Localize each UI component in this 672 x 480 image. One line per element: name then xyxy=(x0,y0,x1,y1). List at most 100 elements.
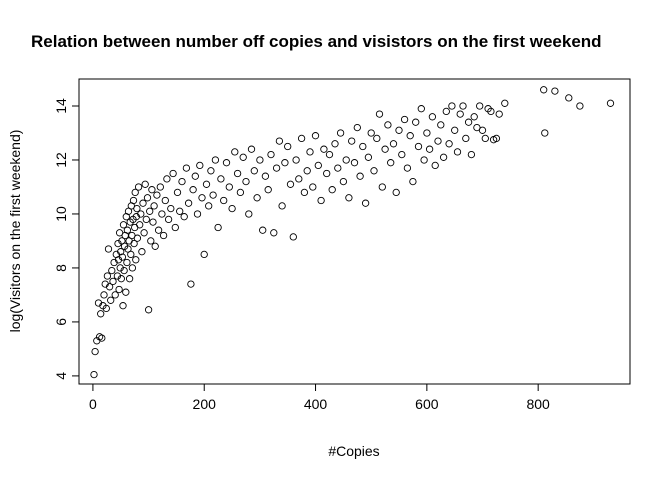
data-point xyxy=(161,196,169,205)
data-point xyxy=(125,275,134,283)
data-point xyxy=(118,253,127,261)
data-point xyxy=(551,87,559,95)
y-tick-label: 14 xyxy=(53,98,69,114)
data-point xyxy=(150,202,158,210)
data-point xyxy=(108,266,116,275)
data-point xyxy=(139,199,147,207)
data-point xyxy=(98,334,106,342)
x-tick-label: 0 xyxy=(89,396,97,412)
data-point xyxy=(303,167,311,175)
data-point xyxy=(100,291,108,299)
data-point xyxy=(182,164,191,172)
data-point xyxy=(311,132,320,140)
data-point xyxy=(356,172,364,180)
data-point xyxy=(292,156,300,164)
data-point xyxy=(196,161,204,170)
x-tick-label: 200 xyxy=(193,396,217,412)
data-point xyxy=(140,229,148,237)
data-point xyxy=(462,134,470,143)
data-point xyxy=(420,156,428,164)
y-tick-label: 4 xyxy=(53,372,69,380)
data-point xyxy=(378,183,386,191)
data-point xyxy=(256,156,264,164)
data-point xyxy=(236,188,245,197)
data-point xyxy=(417,105,425,113)
data-point xyxy=(270,229,278,237)
data-point xyxy=(392,188,400,197)
data-point xyxy=(409,177,417,186)
data-point xyxy=(217,175,225,183)
data-point xyxy=(127,250,135,259)
x-tick-label: 400 xyxy=(304,396,328,412)
data-point xyxy=(428,113,437,121)
data-point xyxy=(122,288,130,296)
data-point xyxy=(487,107,495,116)
data-point xyxy=(442,107,450,116)
data-point xyxy=(180,213,188,221)
data-point xyxy=(189,186,197,194)
data-point xyxy=(200,250,208,259)
data-point xyxy=(336,129,345,137)
data-point xyxy=(259,226,267,234)
data-point xyxy=(381,145,389,153)
data-point xyxy=(143,194,152,202)
data-point xyxy=(115,285,123,294)
data-point xyxy=(148,186,156,194)
data-point xyxy=(154,226,163,234)
y-tick-label: 6 xyxy=(53,318,69,326)
data-point xyxy=(309,183,317,191)
data-point xyxy=(119,302,127,310)
data-point xyxy=(187,280,195,288)
data-point xyxy=(540,86,548,94)
data-point xyxy=(158,210,166,218)
data-points xyxy=(90,86,615,379)
data-point xyxy=(141,180,149,188)
data-point xyxy=(137,210,145,218)
data-point xyxy=(495,110,503,118)
data-point xyxy=(128,264,137,272)
data-point xyxy=(373,134,381,143)
data-point xyxy=(445,140,453,148)
data-point xyxy=(144,306,153,314)
data-point xyxy=(231,148,239,156)
data-point xyxy=(314,161,322,170)
data-point xyxy=(541,129,549,137)
data-point xyxy=(103,272,112,280)
data-point xyxy=(171,223,179,232)
data-point xyxy=(323,169,331,178)
data-point xyxy=(451,126,459,134)
data-point xyxy=(306,148,314,156)
data-point xyxy=(320,145,328,153)
data-point xyxy=(167,204,175,213)
data-point xyxy=(176,207,184,215)
data-point xyxy=(245,210,253,218)
data-point xyxy=(198,194,206,202)
data-point xyxy=(134,183,143,191)
data-point xyxy=(153,191,161,199)
data-point xyxy=(278,202,286,210)
data-point xyxy=(107,296,115,304)
data-point xyxy=(193,210,202,218)
data-point xyxy=(295,175,303,183)
data-point xyxy=(353,123,361,132)
y-tick-label: 8 xyxy=(53,264,69,272)
data-point xyxy=(142,215,150,224)
data-point xyxy=(239,153,247,161)
data-point xyxy=(453,148,462,156)
y-tick-label: 10 xyxy=(53,206,69,222)
data-point xyxy=(501,99,509,107)
data-point xyxy=(117,248,125,256)
data-point xyxy=(222,159,231,167)
data-point xyxy=(359,142,367,151)
data-point xyxy=(111,291,119,299)
data-point xyxy=(261,172,270,180)
data-point xyxy=(384,121,392,129)
data-point xyxy=(459,102,467,110)
x-tick-label: 800 xyxy=(526,396,550,412)
data-point xyxy=(209,191,217,199)
data-point xyxy=(328,186,336,194)
data-point xyxy=(364,153,373,161)
data-point xyxy=(576,102,584,110)
data-point xyxy=(297,134,306,143)
